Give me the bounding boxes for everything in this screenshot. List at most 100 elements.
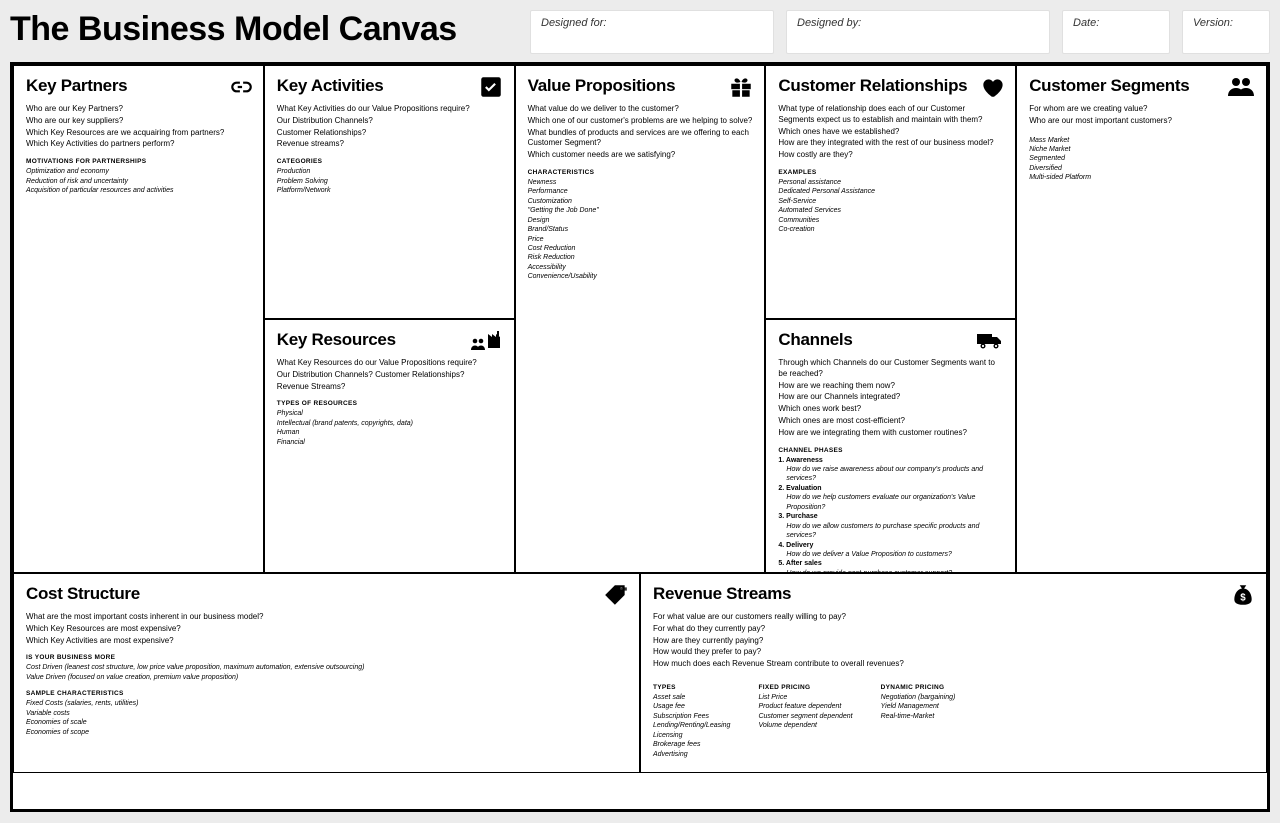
list-item: Communities: [778, 216, 1003, 225]
list-item: Subscription Fees: [653, 712, 730, 721]
subhead: Motivations for partnerships: [26, 158, 251, 165]
list-item: Customer segment dependent: [758, 712, 852, 721]
examples: PhysicalIntellectual (brand patents, cop…: [277, 409, 502, 447]
characteristics: Fixed Costs (salaries, rents, utilities)…: [26, 699, 627, 737]
subhead: Categories: [277, 158, 502, 165]
list-item: Accessibility: [528, 263, 753, 272]
list-item: Usage fee: [653, 702, 730, 711]
canvas-grid: Key Partners Who are our Key Partners?Wh…: [10, 62, 1270, 812]
designed-by-label: Designed by:: [797, 17, 1039, 29]
list-item: "Getting the Job Done": [528, 206, 753, 215]
list-item: Product feature dependent: [758, 702, 852, 711]
list-item: Our Distribution Channels?: [277, 116, 502, 127]
list-item: Risk Reduction: [528, 253, 753, 262]
examples: Mass MarketNiche MarketSegmentedDiversif…: [1029, 136, 1254, 183]
list-item: Dedicated Personal Assistance: [778, 187, 1003, 196]
phase-item: 3. Purchase: [778, 512, 1003, 521]
people-icon: [1226, 74, 1256, 100]
list-item: Optimization and economy: [26, 167, 251, 176]
col-head: Dynamic pricing: [881, 684, 956, 691]
list-item: Which customer needs are we satisfying?: [528, 150, 753, 161]
examples: Personal assistanceDedicated Personal As…: [778, 178, 1003, 235]
date-label: Date:: [1073, 17, 1159, 29]
drivers: Cost Driven (leanest cost structure, low…: [26, 663, 627, 682]
list-item: Physical: [277, 409, 502, 418]
list-item: What value do we deliver to the customer…: [528, 104, 753, 115]
cell-key-activities: Key Activities What Key Activities do ou…: [264, 65, 515, 319]
cell-title: Customer Relationships: [778, 76, 1003, 96]
list-item: Advertising: [653, 750, 730, 759]
list-item: Which Key Resources are most expensive?: [26, 624, 627, 635]
money-bag-icon: $: [1230, 582, 1256, 608]
version-label: Version:: [1193, 17, 1259, 29]
list-item: Revenue Streams?: [277, 382, 502, 393]
list-item: Performance: [528, 187, 753, 196]
list-item: Acquisition of particular resources and …: [26, 186, 251, 195]
designed-for-box: Designed for:: [530, 10, 774, 54]
list-item: Fixed Costs (salaries, rents, utilities): [26, 699, 627, 708]
list-item: Customer Relationships?: [277, 128, 502, 139]
list-item: For what do they currently pay?: [653, 624, 1254, 635]
checkbox-icon: [478, 74, 504, 100]
list-item: Cost Reduction: [528, 244, 753, 253]
cell-title: Value Propositions: [528, 76, 753, 96]
questions: For what value are our customers really …: [653, 612, 1254, 670]
cell-title: Key Resources: [277, 330, 502, 350]
cell-value-propositions: Value Propositions What value do we deli…: [515, 65, 766, 573]
phase-desc: How do we allow customers to purchase sp…: [778, 522, 1003, 541]
factory-people-icon: [470, 328, 504, 354]
subhead: Examples: [778, 169, 1003, 176]
list-item: How are they currently paying?: [653, 636, 1254, 647]
list-item: Co-creation: [778, 225, 1003, 234]
list-item: How are we reaching them now?: [778, 381, 1003, 392]
cell-cost-structure: Cost Structure What are the most importa…: [13, 573, 640, 773]
subhead: Is your business more: [26, 654, 627, 661]
list-item: Automated Services: [778, 206, 1003, 215]
list-item: Human: [277, 428, 502, 437]
list-item: Brokerage fees: [653, 740, 730, 749]
questions: What value do we deliver to the customer…: [528, 104, 753, 161]
list-item: How are they integrated with the rest of…: [778, 138, 1003, 149]
col-head: Fixed pricing: [758, 684, 852, 691]
list-item: Multi-sided Platform: [1029, 173, 1254, 182]
designed-for-label: Designed for:: [541, 17, 763, 29]
list-item: How much does each Revenue Stream contri…: [653, 659, 1254, 670]
list-item: Newness: [528, 178, 753, 187]
list-item: Which one of our customer's problems are…: [528, 116, 753, 127]
list-item: Which Key Resources are we acquairing fr…: [26, 128, 251, 139]
list-item: Brand/Status: [528, 225, 753, 234]
list-item: Reduction of risk and uncertainty: [26, 177, 251, 186]
list-item: Price: [528, 235, 753, 244]
list-item: Which Key Activities are most expensive?: [26, 636, 627, 647]
list-item: For whom are we creating value?: [1029, 104, 1254, 115]
list-item: Economies of scale: [26, 718, 627, 727]
list-item: Real-time-Market: [881, 712, 956, 721]
list-item: Cost Driven (leanest cost structure, low…: [26, 663, 627, 672]
list-item: Revenue streams?: [277, 139, 502, 150]
list-item: How costly are they?: [778, 150, 1003, 161]
cell-title: Revenue Streams: [653, 584, 1254, 604]
list-item: Value Driven (focused on value creation,…: [26, 673, 627, 682]
list-item: How would they prefer to pay?: [653, 647, 1254, 658]
list-item: Asset sale: [653, 693, 730, 702]
col-head: Types: [653, 684, 730, 691]
list-item: Design: [528, 216, 753, 225]
list-item: Through which Channels do our Customer S…: [778, 358, 1003, 380]
cell-channels: Channels Through which Channels do our C…: [765, 319, 1016, 573]
list-item: Economies of scope: [26, 728, 627, 737]
list-item: What are the most important costs inhere…: [26, 612, 627, 623]
list-item: Volume dependent: [758, 721, 852, 730]
list-item: What type of relationship does each of o…: [778, 104, 1003, 126]
list-item: Yield Management: [881, 702, 956, 711]
list-item: What Key Resources do our Value Proposit…: [277, 358, 502, 369]
col-items: Asset saleUsage feeSubscription FeesLend…: [653, 693, 730, 759]
list-item: Diversified: [1029, 164, 1254, 173]
questions: Through which Channels do our Customer S…: [778, 358, 1003, 439]
questions: What are the most important costs inhere…: [26, 612, 627, 646]
phase-item: 5. After sales: [778, 559, 1003, 568]
list-item: How are our Channels integrated?: [778, 392, 1003, 403]
list-item: Customization: [528, 197, 753, 206]
col-items: List PriceProduct feature dependentCusto…: [758, 693, 852, 731]
cell-customer-segments: Customer Segments For whom are we creati…: [1016, 65, 1267, 573]
designed-by-box: Designed by:: [786, 10, 1050, 54]
